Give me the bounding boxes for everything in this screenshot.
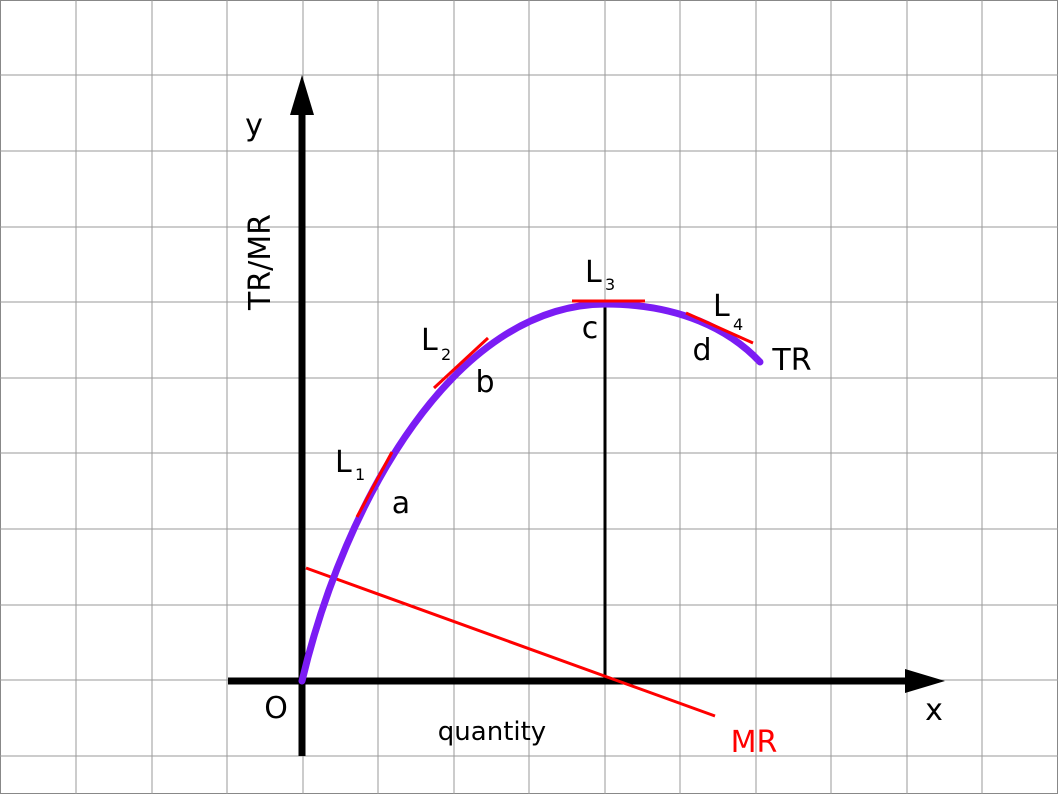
tangent-subscript: 4 — [733, 315, 743, 334]
point-label: a — [392, 486, 410, 521]
mr-line — [305, 566, 716, 718]
tangent-label: L — [335, 445, 352, 480]
point-label: d — [692, 333, 711, 368]
tangent-subscript: 1 — [355, 465, 365, 484]
tangent-label: L — [713, 289, 730, 324]
x-title: quantity — [438, 717, 546, 747]
tangent-subscript: 3 — [605, 275, 615, 294]
tr-label: TR — [771, 343, 811, 378]
mr-label: MR — [731, 725, 778, 760]
tr-curve — [298, 300, 764, 685]
y-title: TR/MR — [243, 214, 278, 311]
x-label: x — [925, 693, 943, 728]
tangent-label: L — [421, 323, 438, 358]
point-label: c — [582, 311, 599, 346]
x-arrow — [905, 669, 945, 693]
tangent-subscript: 2 — [441, 345, 451, 364]
y-label: y — [245, 108, 263, 143]
origin-label: O — [264, 691, 288, 726]
point-label: b — [475, 365, 494, 400]
tangent-line — [355, 451, 394, 518]
tangent-label: L — [585, 255, 602, 290]
tangent-line — [685, 311, 754, 345]
tangent-line — [432, 336, 490, 390]
y-arrow — [290, 75, 314, 115]
